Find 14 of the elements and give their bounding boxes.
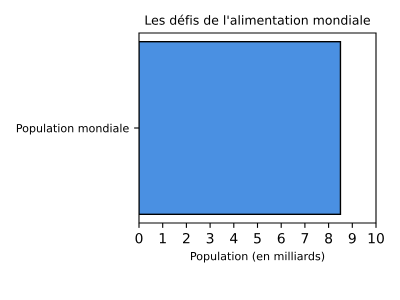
x-tick-label: 8 [325,232,332,244]
x-tick-label: 4 [230,233,238,244]
x-tick-label: 3 [206,232,214,244]
x-tick-label: 10 [368,232,384,244]
x-tick-label: 5 [254,233,261,244]
chart-title: Les défis de l'alimentation mondiale [146,14,370,25]
x-tick-label: 9 [348,232,356,244]
x-axis-title: Population (en milliards) [191,252,324,262]
x-tick-label: 6 [278,232,285,244]
x-tick-label: 2 [183,232,190,244]
x-tick-label: 0 [135,232,142,244]
y-tick-label: Population mondiale [16,124,129,135]
x-tick-label: 7 [302,233,308,244]
x-tick-label: 1 [160,233,166,244]
